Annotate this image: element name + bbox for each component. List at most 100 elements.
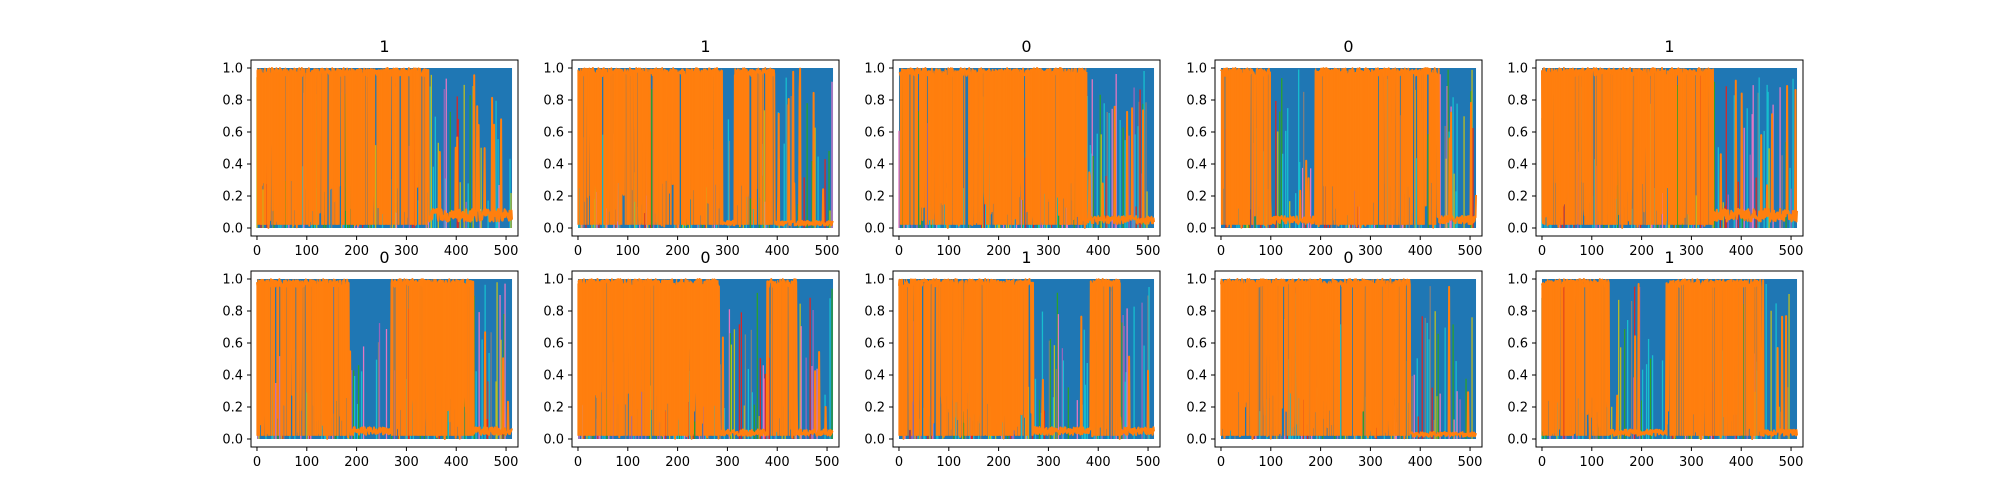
y-tick-label: 0.4 xyxy=(543,158,564,173)
x-tick-label: 200 xyxy=(665,244,690,259)
y-tick-label: 0.4 xyxy=(222,369,243,384)
x-tick-label: 0 xyxy=(1538,244,1546,259)
y-tick-label: 0.0 xyxy=(864,222,885,237)
x-tick-label: 200 xyxy=(344,455,369,470)
x-tick-label: 400 xyxy=(1086,244,1111,259)
x-tick-label: 100 xyxy=(294,455,319,470)
x-tick-label: 0 xyxy=(253,455,261,470)
x-tick-label: 500 xyxy=(1458,455,1483,470)
y-tick-label: 0.2 xyxy=(864,401,885,416)
x-tick-label: 100 xyxy=(294,244,319,259)
y-tick-label: 0.8 xyxy=(222,305,243,320)
axes-frame xyxy=(250,59,519,237)
subplot-5: 0 100 200 300 400 500 0.0 0.2 0.4 0.6 0.8 1.0 1 xyxy=(1507,37,1804,259)
y-tick-label: 0.0 xyxy=(1507,222,1528,237)
x-tick-label: 300 xyxy=(1679,244,1704,259)
x-tick-label: 500 xyxy=(1779,455,1804,470)
y-tick-label: 0.4 xyxy=(1507,369,1528,384)
subplot-title: 0 xyxy=(379,248,389,267)
x-tick-label: 400 xyxy=(765,455,790,470)
y-tick-label: 0.2 xyxy=(1186,401,1207,416)
y-tick-label: 0.6 xyxy=(1507,126,1528,141)
subplot-title: 0 xyxy=(1343,248,1353,267)
y-tick-label: 0.4 xyxy=(1186,369,1207,384)
subplot-title: 0 xyxy=(1021,37,1031,56)
y-tick-label: 0.2 xyxy=(1507,401,1528,416)
y-tick-label: 0.8 xyxy=(1186,94,1207,109)
x-tick-label: 500 xyxy=(1458,244,1483,259)
y-tick-label: 0.4 xyxy=(1507,158,1528,173)
y-tick-label: 0.4 xyxy=(864,158,885,173)
y-tick-label: 0.6 xyxy=(543,337,564,352)
y-tick-label: 0.6 xyxy=(543,126,564,141)
y-tick-label: 0.0 xyxy=(222,222,243,237)
x-tick-label: 200 xyxy=(1629,455,1654,470)
subplot-title: 1 xyxy=(1664,37,1674,56)
plot-area xyxy=(898,278,1155,440)
y-tick-label: 0.4 xyxy=(222,158,243,173)
x-tick-label: 500 xyxy=(815,244,840,259)
y-tick-label: 0.2 xyxy=(222,190,243,205)
axes-frame xyxy=(250,270,519,448)
y-tick-label: 0.6 xyxy=(222,126,243,141)
plot-area xyxy=(577,278,834,440)
axes-frame xyxy=(892,270,1161,448)
plot-area xyxy=(1220,67,1477,229)
x-tick-label: 400 xyxy=(444,244,469,259)
x-tick-label: 400 xyxy=(1408,244,1433,259)
y-tick-label: 0.8 xyxy=(864,94,885,109)
x-tick-label: 400 xyxy=(1408,455,1433,470)
x-tick-label: 0 xyxy=(253,244,261,259)
x-tick-label: 300 xyxy=(394,244,419,259)
y-tick-label: 1.0 xyxy=(543,62,564,77)
x-tick-label: 200 xyxy=(665,455,690,470)
subplot-9: 0 100 200 300 400 500 0.0 0.2 0.4 0.6 0.8 1.0 0 xyxy=(1186,248,1483,470)
x-tick-label: 500 xyxy=(494,244,519,259)
x-tick-label: 300 xyxy=(1358,244,1383,259)
axes-frame xyxy=(1214,59,1483,237)
y-tick-label: 0.2 xyxy=(543,401,564,416)
x-tick-label: 300 xyxy=(1036,455,1061,470)
axes-frame xyxy=(571,59,840,237)
x-tick-label: 0 xyxy=(1538,455,1546,470)
y-tick-label: 1.0 xyxy=(1507,62,1528,77)
x-tick-label: 100 xyxy=(1258,455,1283,470)
subplot-1: 0 100 200 300 400 500 0.0 0.2 0.4 0.6 0.8 1.0 1 xyxy=(222,37,519,259)
subplot-3: 0 100 200 300 400 500 0.0 0.2 0.4 0.6 0.8 1.0 0 xyxy=(864,37,1161,259)
plot-area xyxy=(1220,278,1477,440)
axes-frame xyxy=(1214,270,1483,448)
subplot-title: 1 xyxy=(1021,248,1031,267)
x-tick-label: 200 xyxy=(1308,455,1333,470)
x-tick-label: 0 xyxy=(895,244,903,259)
y-tick-label: 0.4 xyxy=(1186,158,1207,173)
x-tick-label: 100 xyxy=(615,244,640,259)
subplot-7: 0 100 200 300 400 500 0.0 0.2 0.4 0.6 0.8 1.0 0 xyxy=(543,248,840,470)
y-tick-label: 0.0 xyxy=(864,433,885,448)
x-tick-label: 300 xyxy=(715,455,740,470)
subplot-title: 1 xyxy=(379,37,389,56)
x-tick-label: 500 xyxy=(494,455,519,470)
x-tick-label: 200 xyxy=(986,455,1011,470)
y-tick-label: 0.8 xyxy=(1507,94,1528,109)
y-tick-label: 0.2 xyxy=(1186,190,1207,205)
y-tick-label: 1.0 xyxy=(222,273,243,288)
y-tick-label: 1.0 xyxy=(1507,273,1528,288)
y-tick-label: 0.0 xyxy=(1186,433,1207,448)
y-tick-label: 1.0 xyxy=(543,273,564,288)
y-tick-label: 1.0 xyxy=(222,62,243,77)
y-tick-label: 0.2 xyxy=(222,401,243,416)
x-tick-label: 300 xyxy=(715,244,740,259)
x-tick-label: 200 xyxy=(986,244,1011,259)
x-tick-label: 200 xyxy=(344,244,369,259)
y-tick-label: 0.6 xyxy=(864,337,885,352)
axes-frame xyxy=(571,270,840,448)
x-tick-label: 300 xyxy=(394,455,419,470)
x-tick-label: 200 xyxy=(1629,244,1654,259)
y-tick-label: 0.0 xyxy=(543,433,564,448)
subplot-10: 0 100 200 300 400 500 0.0 0.2 0.4 0.6 0.8 1.0 1 xyxy=(1507,248,1804,470)
y-tick-label: 0.8 xyxy=(543,94,564,109)
y-tick-label: 0.4 xyxy=(864,369,885,384)
x-tick-label: 500 xyxy=(1136,455,1161,470)
x-tick-label: 100 xyxy=(615,455,640,470)
